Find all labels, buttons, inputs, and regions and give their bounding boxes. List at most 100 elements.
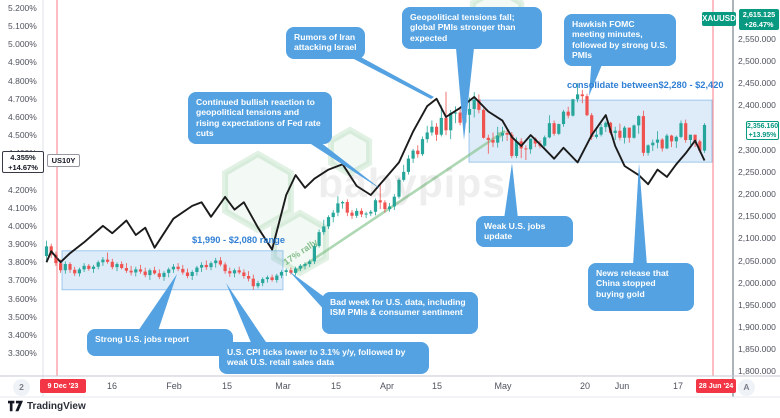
candle-body xyxy=(82,265,86,270)
candle-body xyxy=(364,213,368,215)
candle-body xyxy=(533,138,537,144)
adjust-data-button[interactable]: A xyxy=(738,379,755,396)
candle-body xyxy=(336,203,340,213)
candle-body xyxy=(87,265,91,269)
candle-body xyxy=(416,150,420,155)
candle-body xyxy=(500,132,504,136)
candle-body xyxy=(317,232,321,246)
candle-body xyxy=(44,246,49,257)
candle-body xyxy=(453,112,457,114)
close-price: 2,356.160 xyxy=(747,123,779,130)
candle-body xyxy=(134,269,138,273)
xauusd-price: 2,615.125 xyxy=(742,10,776,19)
price-tick-label: 2,100.000 xyxy=(738,233,776,244)
callout-tail-iran-rumors xyxy=(352,55,434,99)
candle-body xyxy=(430,126,434,133)
candle-body xyxy=(120,264,124,269)
yield-tick-label: 4.100% xyxy=(8,202,37,213)
candle-body xyxy=(458,112,462,123)
time-tick-label: Jun xyxy=(614,381,630,391)
candle-body xyxy=(256,283,260,287)
candle-body xyxy=(185,272,190,277)
candle-body xyxy=(54,254,58,264)
candle-body xyxy=(477,99,481,110)
tradingview-attribution[interactable]: TradingView xyxy=(8,400,86,412)
candle-body xyxy=(698,141,702,151)
candle-body xyxy=(265,277,269,280)
tradingview-logo-icon xyxy=(8,400,23,412)
candle-body xyxy=(594,134,598,137)
candle-body xyxy=(576,94,580,100)
candle-body xyxy=(571,99,575,116)
yield-tick-label: 4.000% xyxy=(8,220,37,231)
price-tick-label: 2,050.000 xyxy=(738,255,776,266)
callout-bad-week: Bad week for U.S. data, including ISM PM… xyxy=(322,292,478,334)
time-tick-label: Mar xyxy=(275,381,291,391)
candle-body xyxy=(350,212,354,216)
price-tick-label: 2,250.000 xyxy=(738,166,776,177)
yield-tick-label: 5.100% xyxy=(8,21,37,32)
candle-body xyxy=(684,123,688,141)
candle-body xyxy=(106,259,110,262)
candle-body xyxy=(439,117,443,135)
candle-body xyxy=(312,245,316,262)
candle-body xyxy=(91,266,96,269)
candle-body xyxy=(702,124,707,151)
candle-body xyxy=(138,269,143,272)
time-tick-label: 15 xyxy=(431,381,443,391)
us10y-symbol-flag: US10Y xyxy=(47,154,80,167)
candle-body xyxy=(674,136,678,142)
candle-body xyxy=(369,211,373,214)
callout-tail-cpi-retail xyxy=(226,283,268,345)
candle-body xyxy=(242,272,246,277)
candle-body xyxy=(547,123,551,138)
candle-body xyxy=(200,264,204,268)
candle-body xyxy=(627,127,631,138)
candle-body xyxy=(359,210,363,215)
yield-tick-label: 3.900% xyxy=(8,239,37,250)
callout-tail-china-gold xyxy=(633,163,647,266)
candle-body xyxy=(115,264,119,268)
candle-body xyxy=(496,135,500,143)
yield-tick-label: 4.700% xyxy=(8,93,37,104)
time-tick-label: Apr xyxy=(379,381,395,391)
candle-body xyxy=(543,137,547,146)
price-tick-label: 2,150.000 xyxy=(738,211,776,222)
candle-body xyxy=(632,125,636,138)
candle-body xyxy=(613,130,617,133)
candle-body xyxy=(420,139,425,155)
candle-body xyxy=(378,200,382,203)
candle-body xyxy=(580,94,584,97)
candle-body xyxy=(237,270,241,273)
candle-body xyxy=(373,200,378,212)
tradingview-brand-text: TradingView xyxy=(27,400,86,412)
watermark-hexagon xyxy=(222,150,294,234)
candle-body xyxy=(275,275,279,280)
candle-body xyxy=(641,116,645,153)
candle-body xyxy=(73,269,77,274)
candle-body xyxy=(303,264,307,266)
candle-body xyxy=(322,226,326,233)
price-tick-label: 1,800.000 xyxy=(738,366,776,377)
candle-body xyxy=(261,279,265,284)
candle-body xyxy=(176,266,180,269)
candle-body xyxy=(392,196,396,207)
xauusd-change: +26.47% xyxy=(744,20,774,29)
candle-body xyxy=(646,145,650,153)
candle-body xyxy=(190,272,194,277)
candle-body xyxy=(688,134,692,141)
candle-body xyxy=(514,141,519,156)
candle-body xyxy=(623,127,627,138)
timezone-button[interactable]: 2 xyxy=(13,379,30,396)
us10y-change: +14.67% xyxy=(8,163,38,172)
candle-body xyxy=(101,259,105,263)
price-tick-label: 1,950.000 xyxy=(738,299,776,310)
callout-continued-bullish: Continued bullish reaction to geopolitic… xyxy=(188,92,332,144)
candle-body xyxy=(162,272,166,277)
candle-body xyxy=(153,270,157,274)
callout-iran-rumors: Rumors of Iran attacking Israel xyxy=(286,27,365,59)
time-tick-label: 16 xyxy=(106,381,118,391)
time-tick-label: 15 xyxy=(221,381,233,391)
